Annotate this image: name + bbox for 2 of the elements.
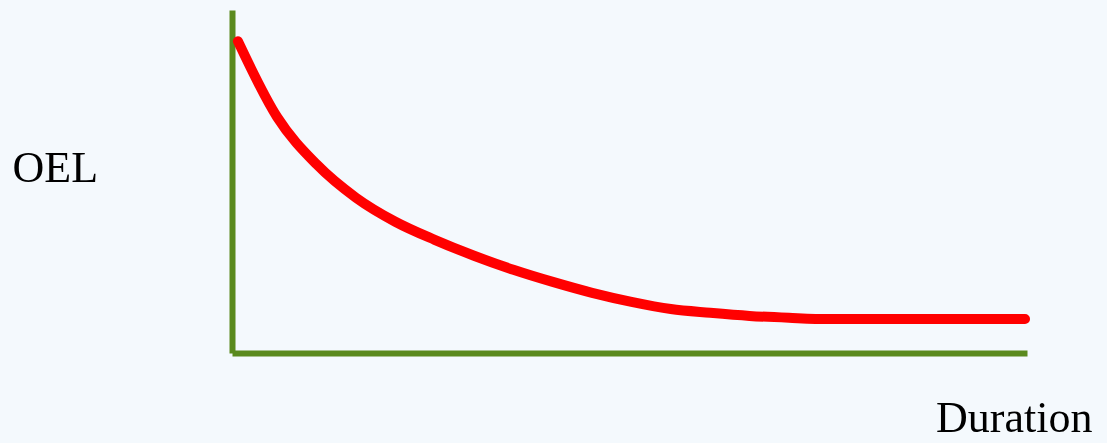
x-axis-title: Duration — [936, 392, 1093, 442]
y-axis-title: OEL — [12, 142, 99, 192]
